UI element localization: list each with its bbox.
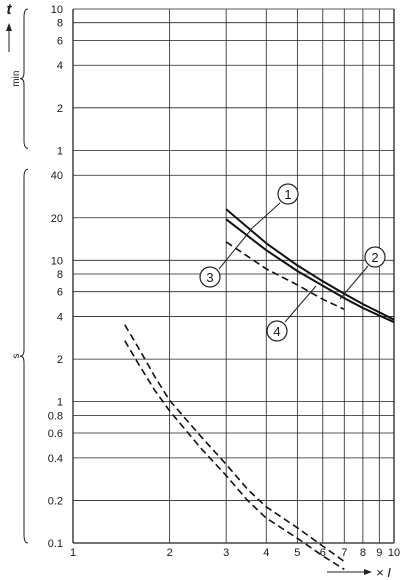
y-tick-label: 1	[57, 397, 63, 409]
marker-leader-4	[284, 285, 317, 323]
marker-label-4: 4	[273, 324, 280, 339]
y-tick-label: 10	[51, 255, 63, 267]
marker-leader-1	[249, 202, 281, 231]
y-tick-label: 1	[57, 145, 63, 157]
curve-markers: 1 2 3 4	[199, 183, 386, 342]
marker-leader-2	[339, 265, 369, 300]
seconds-brace	[19, 168, 29, 544]
marker-circle-4	[266, 320, 288, 342]
x-tick-label: 7	[341, 547, 347, 559]
x-tick-label: 6	[320, 547, 326, 559]
x-tick-label: 4	[263, 547, 269, 559]
axis-decorations: min s t × I	[6, 1, 391, 580]
x-tick-label: 10	[388, 547, 400, 559]
y-tick-label: 8	[57, 269, 63, 281]
curve-4	[124, 340, 345, 571]
unit-label-min: min	[11, 71, 22, 87]
x-tick-label: 5	[294, 547, 300, 559]
y-tick-label: 4	[57, 60, 63, 72]
y-tick-label: 6	[57, 35, 63, 47]
y-tick-label: 0.8	[48, 410, 63, 422]
grid	[72, 8, 395, 544]
y-tick-label: 8	[57, 18, 63, 30]
marker-label-1: 1	[284, 187, 291, 202]
y-tick-label: 0.1	[48, 538, 63, 550]
y-tick-label: 0.4	[48, 453, 63, 465]
unit-label-s: s	[11, 354, 22, 359]
curve-3	[124, 324, 345, 563]
marker-label-3: 3	[206, 270, 213, 285]
y-tick-label: 10	[51, 4, 63, 16]
x-axis-arrow-head	[364, 569, 372, 575]
y-axis-arrow-head	[6, 23, 12, 31]
x-tick-label: 2	[167, 547, 173, 559]
curve-dashed-unlabeled	[225, 241, 345, 311]
x-tick-label: 3	[223, 547, 229, 559]
tick-labels: 1 2 3 4 5 6 7 8 9 1012468100.10.20.40.60.81246810…	[48, 4, 400, 559]
marker-circle-3	[199, 266, 221, 288]
curve-1	[225, 208, 395, 321]
x-tick-label: 9	[376, 547, 382, 559]
minutes-brace	[19, 8, 29, 149]
y-tick-label: 40	[51, 170, 63, 182]
trip-curves	[124, 208, 395, 571]
y-tick-label: 0.6	[48, 428, 63, 440]
x-axis-title: × I	[376, 565, 391, 580]
x-tick-label: 1	[70, 547, 76, 559]
marker-label-2: 2	[371, 250, 378, 265]
x-tick-label: 8	[360, 547, 366, 559]
marker-circle-2	[364, 246, 386, 268]
y-tick-label: 0.2	[48, 495, 63, 507]
y-axis-title: t	[7, 1, 13, 18]
y-tick-label: 2	[57, 103, 63, 115]
y-tick-label: 6	[57, 287, 63, 299]
marker-circle-1	[277, 183, 299, 205]
curve-2	[225, 218, 395, 324]
y-tick-label: 4	[57, 312, 63, 324]
y-tick-label: 20	[51, 213, 63, 225]
y-tick-label: 2	[57, 354, 63, 366]
marker-leader-3	[218, 230, 251, 270]
